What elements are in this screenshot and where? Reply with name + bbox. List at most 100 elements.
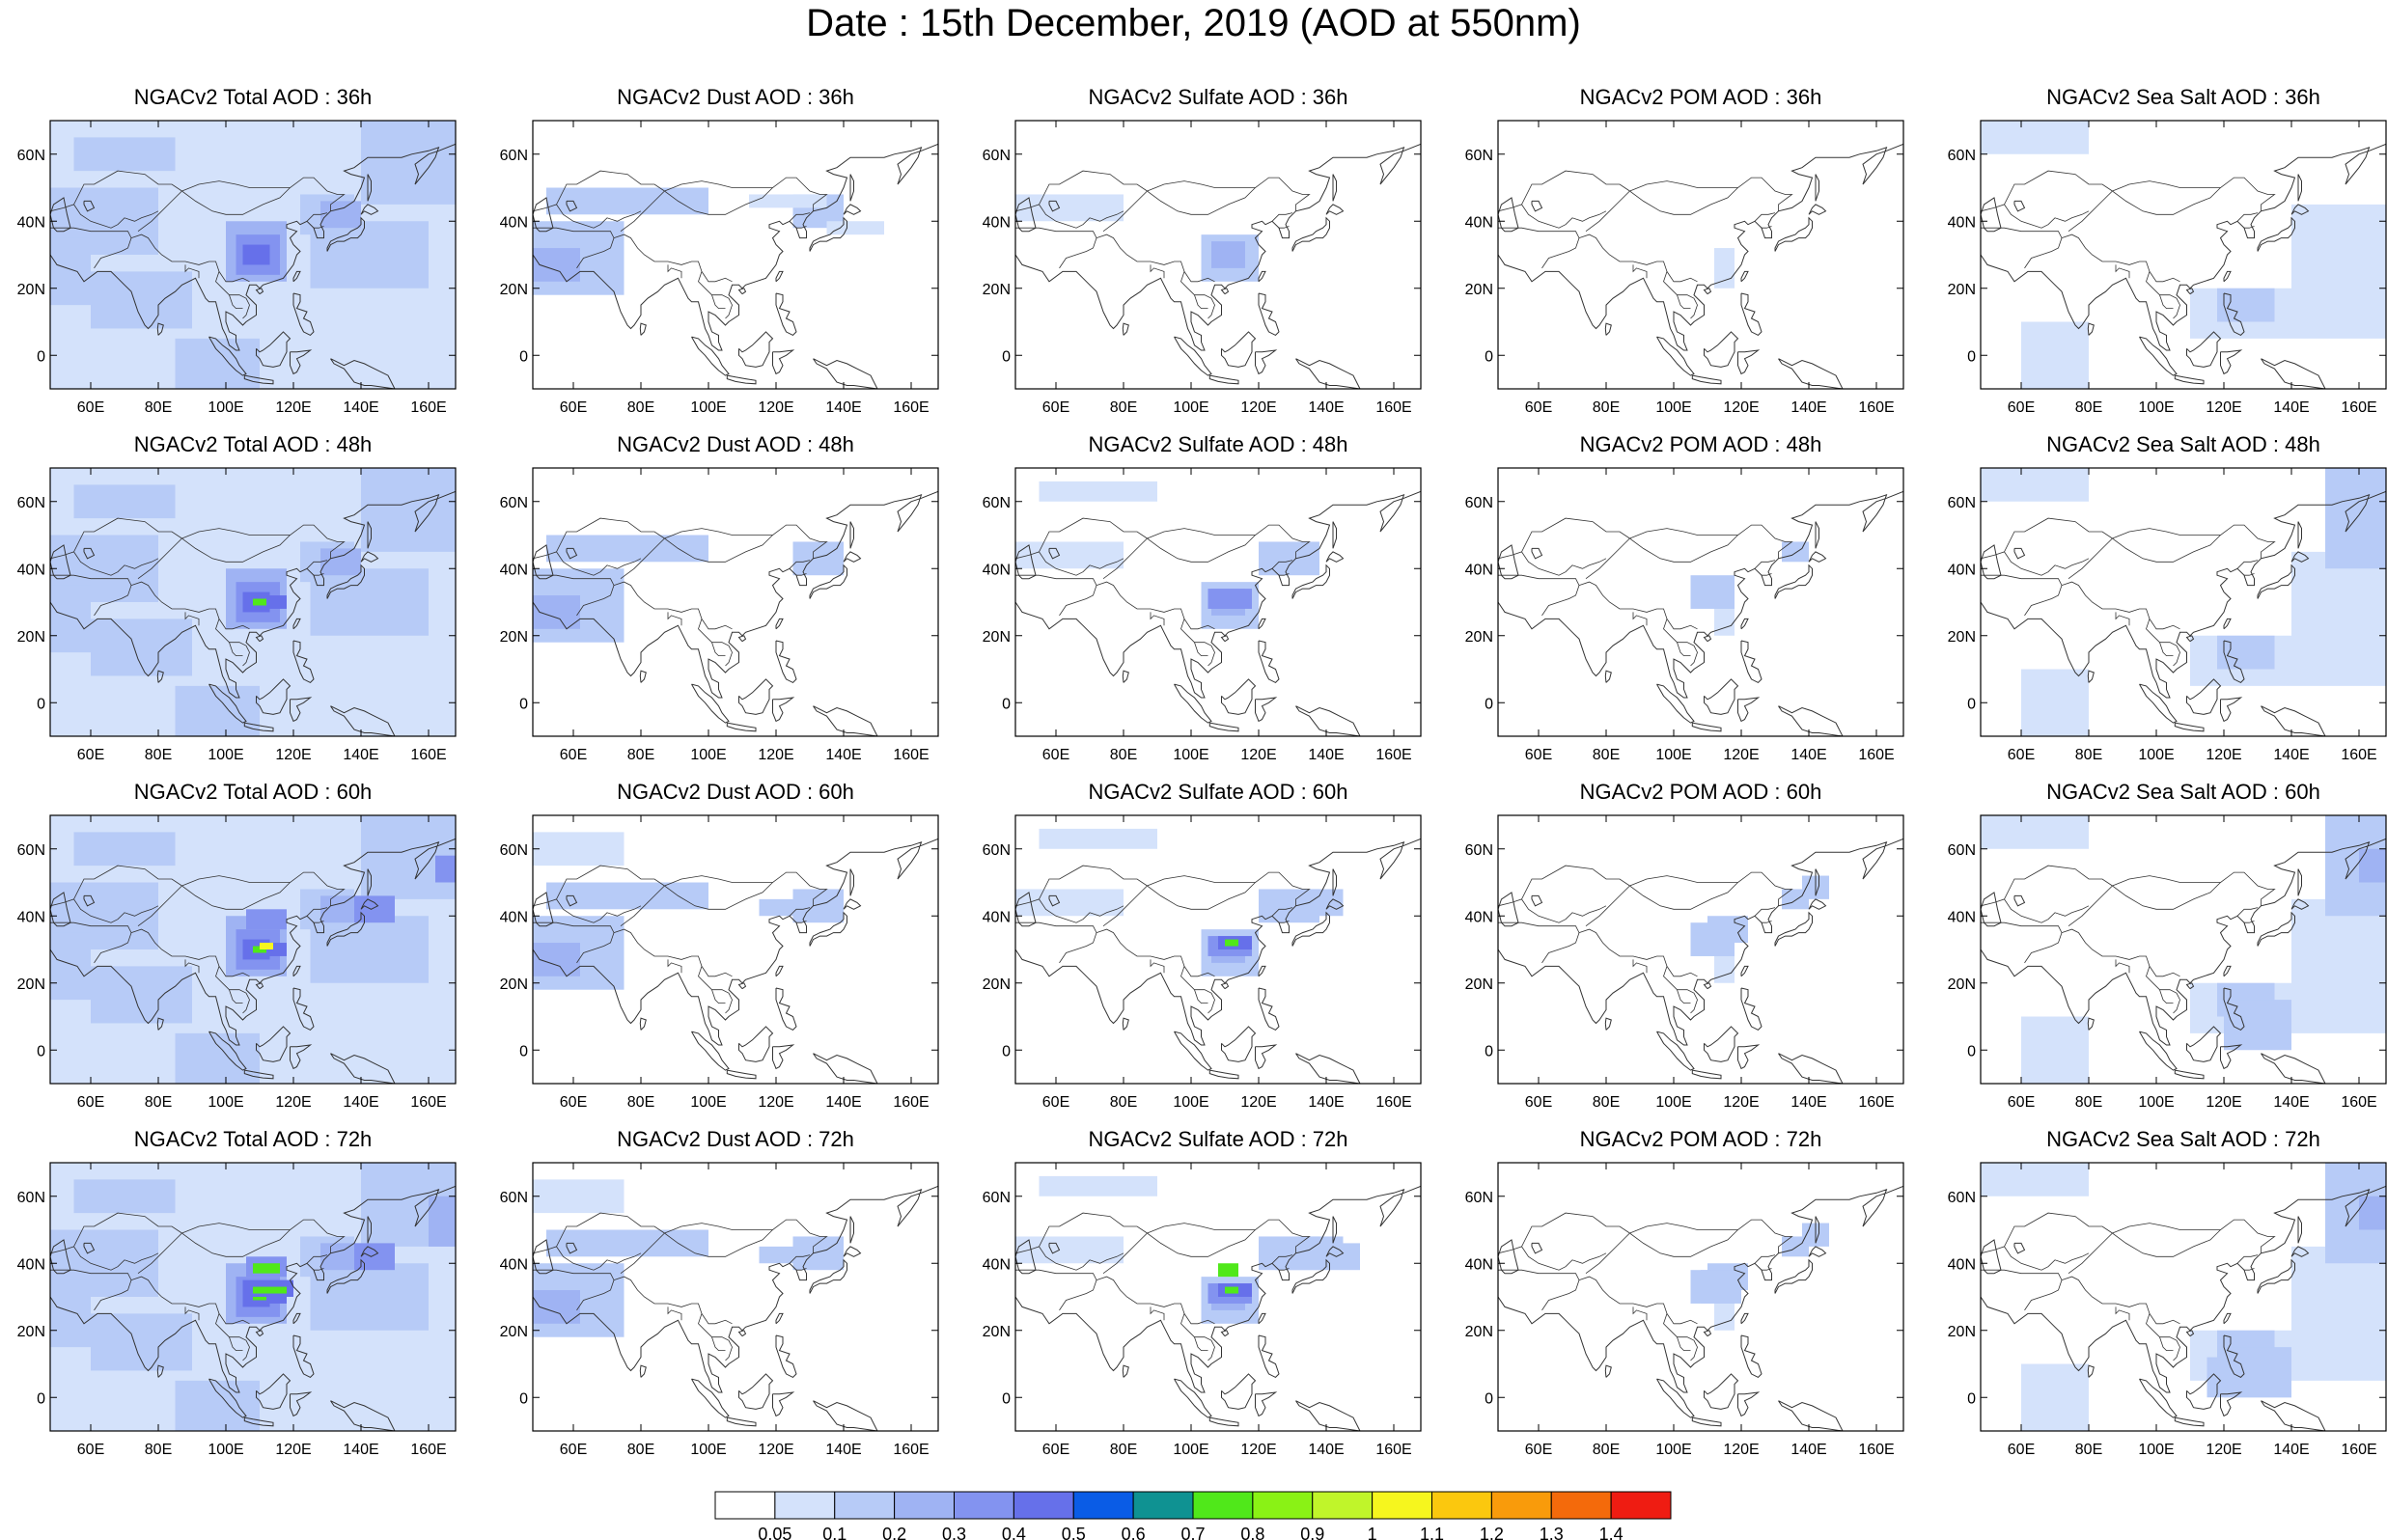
lon-tick-label: 100E xyxy=(1173,399,1208,416)
lon-tick-label: 100E xyxy=(1173,1094,1208,1111)
border-line xyxy=(73,1246,159,1271)
border-line xyxy=(181,180,291,192)
border-line xyxy=(1096,1276,1215,1325)
coastline xyxy=(1015,143,1421,351)
lat-tick-label: 40N xyxy=(17,909,45,925)
coastline xyxy=(2290,551,2310,563)
border-line xyxy=(137,177,346,233)
coastline xyxy=(1815,174,1819,202)
lat-tick-label: 0 xyxy=(519,696,528,712)
border-line xyxy=(1632,1306,1648,1321)
coastline xyxy=(2223,618,2232,630)
coastlines xyxy=(1981,1185,2386,1431)
border-line xyxy=(2061,1276,2180,1325)
lat-tick-label: 20N xyxy=(983,976,1011,993)
lat-tick-label: 0 xyxy=(1485,1043,1493,1059)
border-line xyxy=(533,574,615,617)
coastline xyxy=(737,1330,747,1337)
coastline xyxy=(639,1017,647,1031)
lon-tick-label: 120E xyxy=(1240,747,1276,763)
coastline xyxy=(1774,216,1813,252)
border-line xyxy=(1147,528,1256,539)
lat-tick-label: 0 xyxy=(1002,1390,1011,1407)
coastline xyxy=(1255,1391,1278,1417)
coastline xyxy=(256,678,291,715)
coastline xyxy=(290,349,313,375)
coastline xyxy=(566,547,578,560)
lon-tick-label: 100E xyxy=(1655,399,1691,416)
border-line xyxy=(1279,921,1290,923)
coastline xyxy=(533,490,938,699)
lat-tick-label: 0 xyxy=(1002,1043,1011,1059)
border-line xyxy=(2159,642,2174,657)
coastline xyxy=(1258,640,1280,684)
border-line xyxy=(796,1268,807,1271)
aod-cell xyxy=(1782,541,1809,563)
coastline xyxy=(1255,697,1278,723)
border-line xyxy=(664,528,773,539)
aod-cell xyxy=(429,1196,456,1247)
panel-title: NGACv2 Dust AOD : 60h xyxy=(617,780,854,804)
coastline xyxy=(2185,1330,2195,1337)
coastline xyxy=(1015,1185,1421,1393)
lon-tick-label: 60E xyxy=(1525,399,1552,416)
border-line xyxy=(2004,551,2090,576)
map-panel: NGACv2 Sea Salt AOD : 36h 60E 80E 100E 120E 1… xyxy=(1948,85,2387,418)
map-plot: 60E 80E 100E 120E 140E 160E 60N 40N 20N 0 xyxy=(983,814,1422,1111)
border-line xyxy=(664,180,773,192)
coastline xyxy=(1174,683,1212,724)
coastline xyxy=(2087,670,2095,683)
coastline xyxy=(50,1185,456,1393)
aod-cell xyxy=(175,1380,260,1431)
coastline xyxy=(1258,292,1280,337)
lon-tick-label: 160E xyxy=(1375,1442,1411,1458)
lat-tick-label: 20N xyxy=(17,282,45,298)
coastline xyxy=(2297,174,2302,202)
lon-tick-label: 80E xyxy=(1593,747,1620,763)
coastline xyxy=(1691,1416,1722,1427)
border-line xyxy=(1498,574,1580,617)
border-line xyxy=(1585,871,1793,927)
coastlines xyxy=(1015,1185,1421,1431)
panel-title: NGACv2 POM AOD : 72h xyxy=(1579,1127,1822,1151)
coastline xyxy=(292,987,315,1031)
coastline xyxy=(2223,1312,2232,1325)
coastline xyxy=(83,200,96,212)
border-line xyxy=(620,871,828,927)
lat-tick-label: 0 xyxy=(1485,348,1493,365)
lat-tick-label: 60N xyxy=(1465,1190,1493,1206)
coastline xyxy=(1703,1330,1712,1337)
coastlines xyxy=(533,490,938,736)
aod-cell xyxy=(759,1246,810,1264)
coastline xyxy=(330,358,396,389)
map-panel: NGACv2 Sulfate AOD : 36h 60E 80E 100E 120E 14… xyxy=(983,85,1477,418)
map-plot: 60E 80E 100E 120E 140E 160E 60N 40N 20N 0 xyxy=(1465,1162,1904,1458)
border-line xyxy=(556,1246,642,1271)
map-panel: NGACv2 Total AOD : 60h 60E 80E 100E 120E 140E… xyxy=(17,780,512,1113)
coastline xyxy=(156,1017,164,1031)
coastline xyxy=(2257,216,2295,252)
coastline xyxy=(849,521,854,549)
border-line xyxy=(1578,1276,1698,1325)
border-line xyxy=(1096,234,1215,283)
lon-tick-label: 60E xyxy=(77,747,104,763)
lon-tick-label: 120E xyxy=(2206,399,2241,416)
aod-field xyxy=(50,815,456,1084)
lon-tick-label: 60E xyxy=(1525,747,1552,763)
coastline xyxy=(738,1026,774,1062)
lon-tick-label: 80E xyxy=(1593,1094,1620,1111)
coastline xyxy=(726,1069,757,1080)
coastline xyxy=(1332,868,1337,896)
lat-tick-label: 0 xyxy=(1002,696,1011,712)
border-line xyxy=(1632,612,1648,626)
border-line xyxy=(50,227,132,269)
border-line xyxy=(1102,524,1311,580)
border-line xyxy=(698,619,733,667)
coastline xyxy=(2257,564,2295,599)
map-panel: NGACv2 Dust AOD : 36h 60E 80E 100E 120E 140E 1… xyxy=(500,85,994,418)
border-line xyxy=(533,517,665,560)
aod-cell xyxy=(2359,848,2386,883)
aod-cell xyxy=(792,541,844,576)
coastline xyxy=(1221,1373,1257,1410)
border-line xyxy=(50,865,182,907)
